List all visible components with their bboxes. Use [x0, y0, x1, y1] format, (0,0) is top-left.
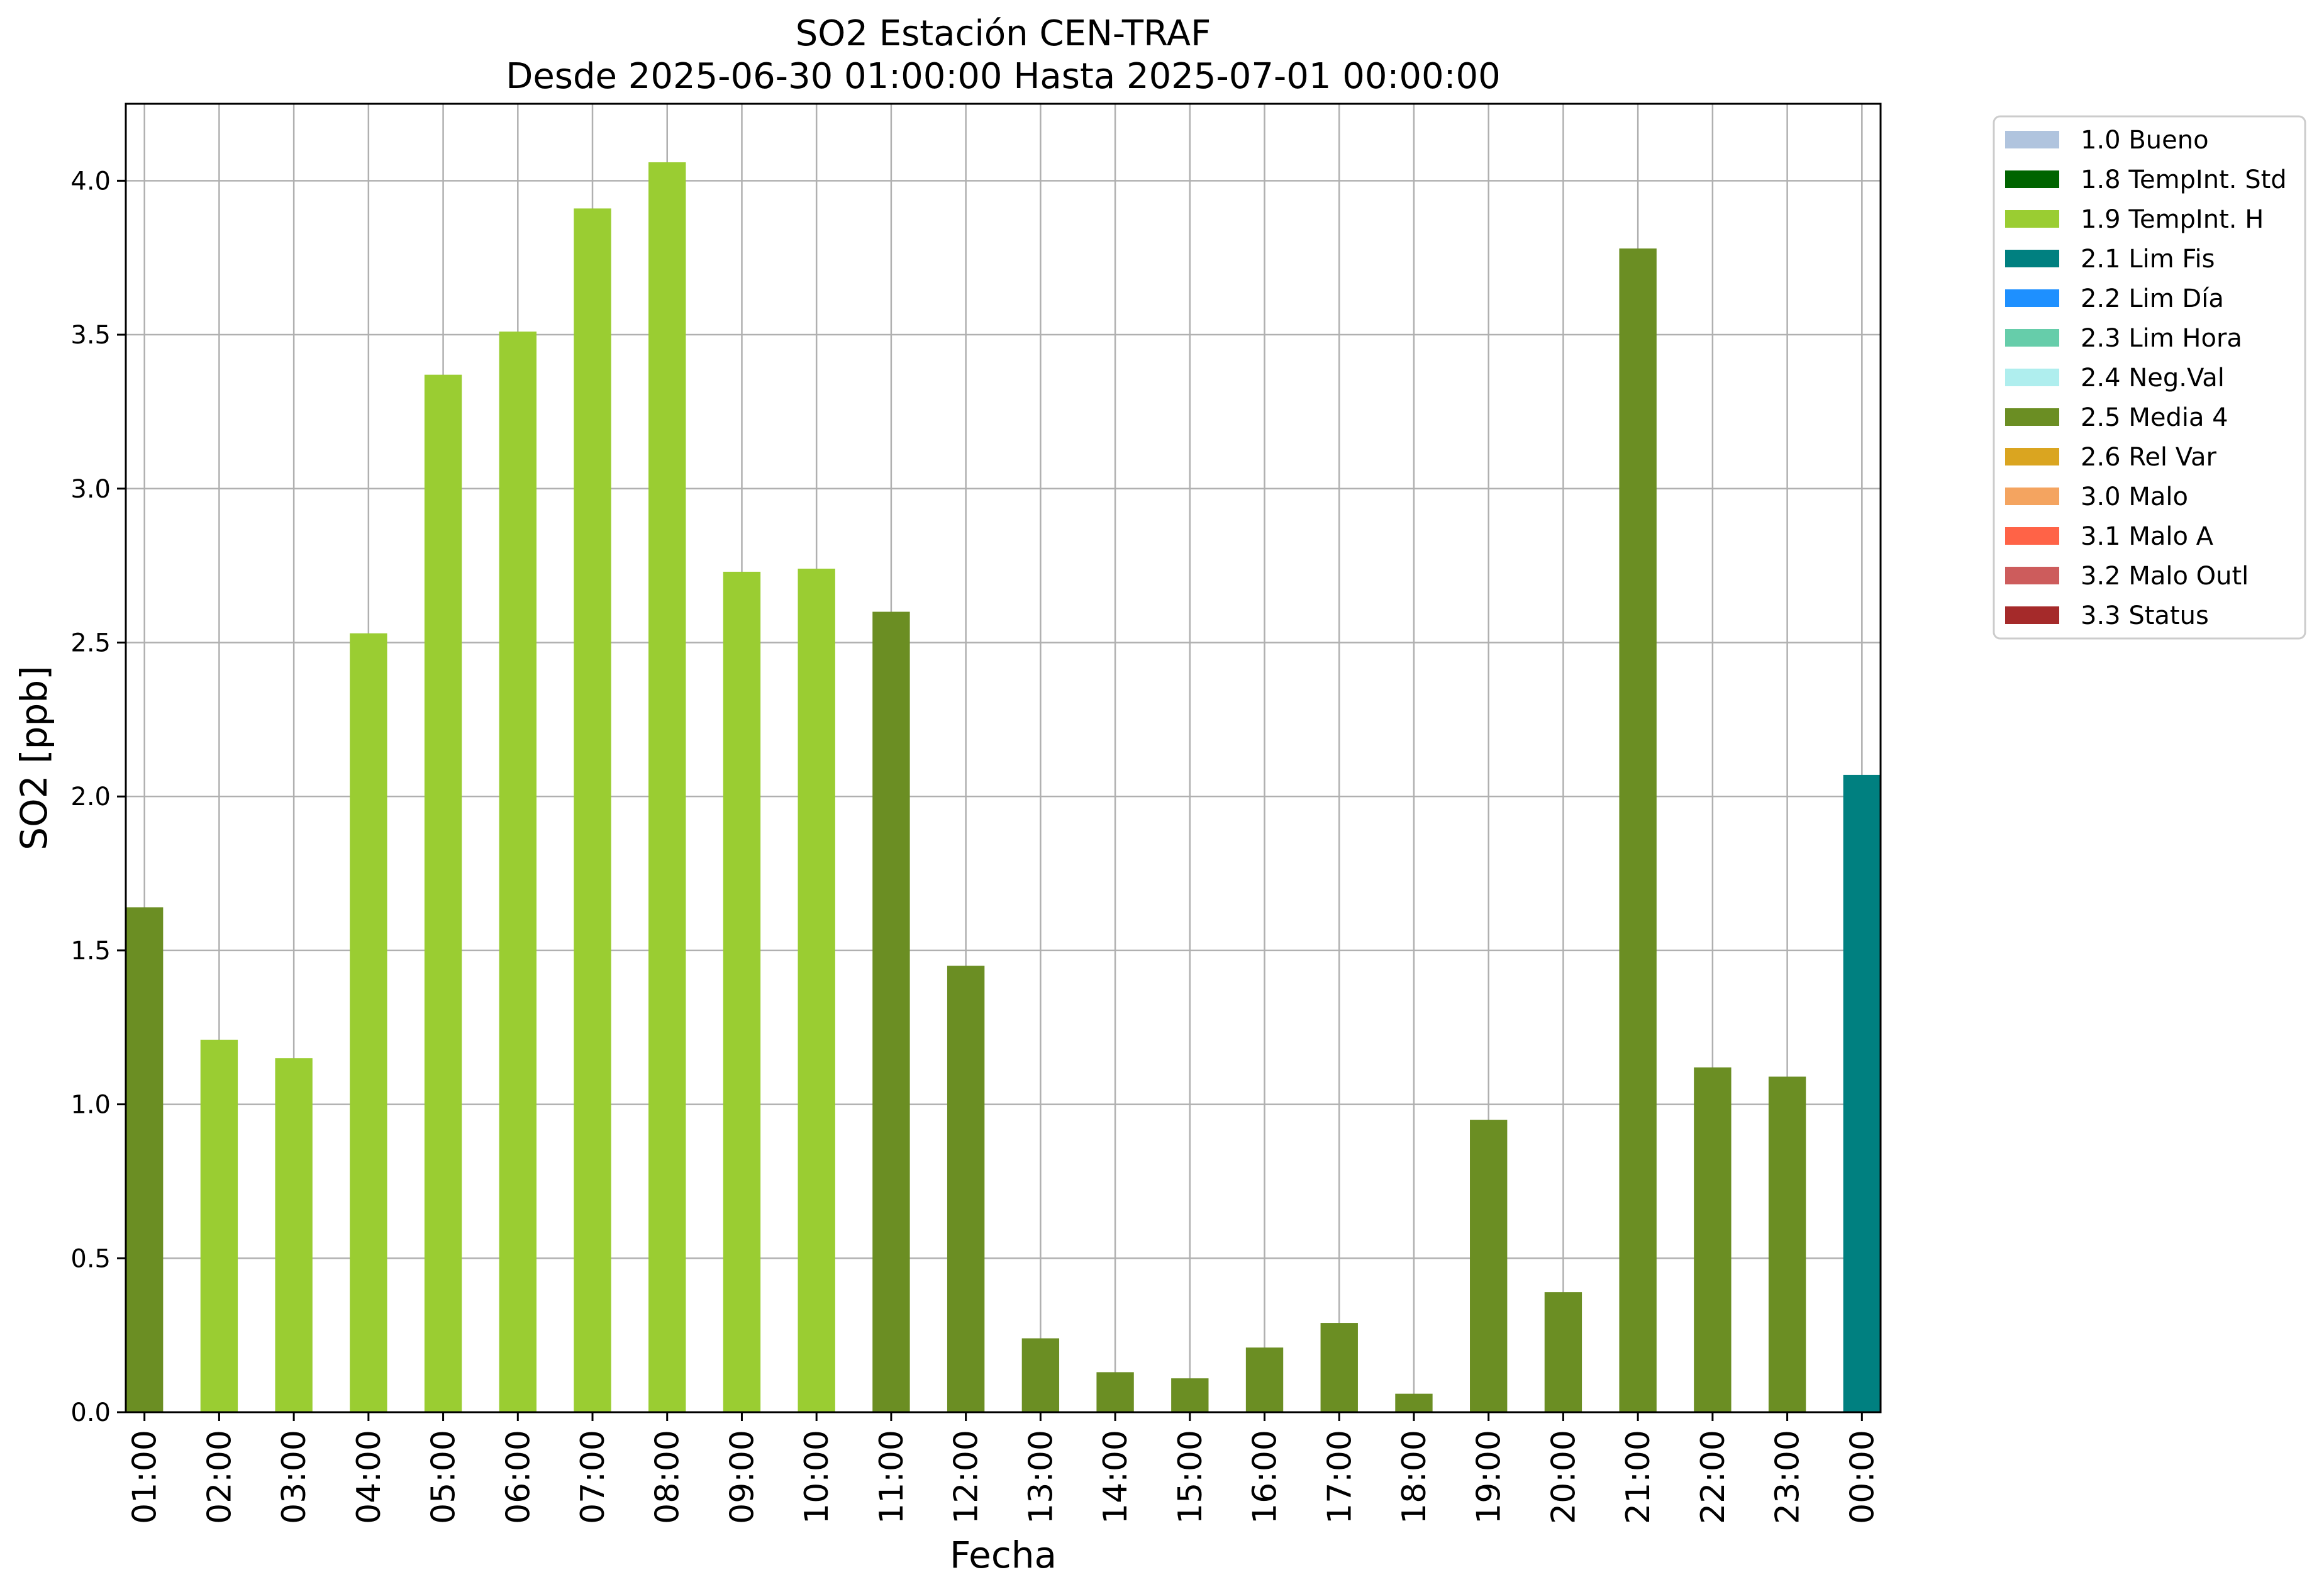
- legend-label: 3.0 Malo: [2081, 482, 2188, 511]
- y-tick-label: 4.0: [70, 167, 111, 196]
- bar-1700: [1320, 1323, 1358, 1412]
- legend-swatch-2-5: [2005, 408, 2059, 426]
- x-tick-label: 20:00: [1545, 1430, 1582, 1524]
- bar-0800: [648, 162, 686, 1412]
- bar-0500: [424, 374, 462, 1412]
- bar-2100: [1619, 248, 1657, 1412]
- x-tick-label: 01:00: [126, 1430, 164, 1524]
- bar-0600: [499, 332, 537, 1412]
- x-tick-label: 18:00: [1396, 1430, 1433, 1524]
- bar-0200: [200, 1039, 238, 1412]
- bar-2300: [1768, 1076, 1806, 1412]
- y-axis-ticks: 0.0 0.5 1.0 1.5 2.0 2.5 3.0 3.5 4.0: [70, 167, 126, 1427]
- bar-1900: [1470, 1120, 1508, 1412]
- y-axis-label: SO2 [ppb]: [13, 666, 55, 850]
- legend-label: 2.4 Neg.Val: [2081, 364, 2225, 393]
- y-tick-label: 0.5: [70, 1244, 111, 1273]
- legend-swatch-3-1: [2005, 527, 2059, 545]
- chart-title: SO2 Estación CEN-TRAF: [796, 13, 1211, 54]
- bar-1100: [872, 611, 910, 1412]
- legend-swatch-2-2: [2005, 289, 2059, 307]
- x-tick-label: 17:00: [1321, 1430, 1359, 1524]
- bar-1200: [947, 966, 985, 1412]
- legend-label: 2.1 Lim Fis: [2081, 245, 2215, 274]
- x-tick-label: 14:00: [1097, 1430, 1135, 1524]
- x-axis-label: Fecha: [950, 1534, 1057, 1576]
- legend-label: 3.3 Status: [2081, 601, 2209, 630]
- x-tick-label: 10:00: [798, 1430, 836, 1524]
- chart-subtitle: Desde 2025-06-30 01:00:00 Hasta 2025-07-…: [506, 56, 1501, 97]
- bar-1400: [1096, 1372, 1134, 1412]
- legend-swatch-2-3: [2005, 329, 2059, 347]
- bar-1300: [1021, 1338, 1060, 1412]
- legend-swatch-1-9: [2005, 210, 2059, 228]
- legend-label: 2.3 Lim Hora: [2081, 324, 2242, 353]
- legend-swatch-1-8: [2005, 170, 2059, 188]
- x-tick-label: 12:00: [948, 1430, 986, 1524]
- legend-label: 1.9 TempInt. H: [2081, 205, 2264, 234]
- y-tick-label: 0.0: [70, 1398, 111, 1427]
- legend-label: 1.8 TempInt. Std: [2081, 165, 2287, 194]
- y-tick-label: 1.5: [70, 937, 111, 966]
- legend-box: [1993, 115, 2306, 640]
- bar-1800: [1395, 1393, 1433, 1412]
- x-tick-label: 21:00: [1620, 1430, 1657, 1524]
- x-tick-label: 22:00: [1694, 1430, 1732, 1524]
- x-tick-label: 07:00: [574, 1430, 612, 1524]
- bar-1500: [1171, 1378, 1209, 1412]
- x-tick-label: 13:00: [1022, 1430, 1060, 1524]
- bar-2200: [1694, 1067, 1732, 1412]
- bar-1600: [1245, 1347, 1284, 1412]
- bar-1000: [798, 569, 835, 1413]
- y-tick-label: 1.0: [70, 1091, 111, 1120]
- x-tick-label: 16:00: [1247, 1430, 1284, 1524]
- legend-swatch-2-4: [2005, 369, 2059, 386]
- bar-0400: [350, 633, 387, 1412]
- legend-swatch-3-3: [2005, 606, 2059, 624]
- legend-label: 3.1 Malo A: [2081, 522, 2214, 551]
- x-tick-label: 05:00: [425, 1430, 463, 1524]
- legend-swatch-1-0: [2005, 131, 2059, 148]
- legend-label: 2.2 Lim Día: [2081, 284, 2224, 313]
- x-tick-label: 08:00: [649, 1430, 687, 1524]
- x-tick-label: 23:00: [1769, 1430, 1807, 1524]
- legend-swatch-3-0: [2005, 488, 2059, 505]
- x-tick-label: 11:00: [873, 1430, 911, 1524]
- legend-swatch-3-2: [2005, 567, 2059, 584]
- legend-label: 3.2 Malo Outl: [2081, 562, 2249, 591]
- y-tick-label: 2.5: [70, 628, 111, 657]
- legend-swatch-2-1: [2005, 250, 2059, 267]
- bars-group: [126, 162, 1881, 1413]
- legend-label: 2.5 Media 4: [2081, 403, 2228, 432]
- legend: 1.0 Bueno 1.8 TempInt. Std 1.9 TempInt. H 2…: [1993, 115, 2306, 640]
- x-tick-label: 04:00: [350, 1430, 388, 1524]
- x-tick-label: 09:00: [723, 1430, 761, 1524]
- y-tick-label: 2.0: [70, 783, 111, 811]
- legend-swatch-2-6: [2005, 448, 2059, 465]
- plot-frame: [125, 103, 1882, 1413]
- x-axis-ticks: 01:00 02:00 03:00 04:00 05:00 06:00 07:00 08:00…: [126, 1412, 1881, 1524]
- x-tick-label: 03:00: [275, 1430, 313, 1524]
- x-tick-label: 06:00: [499, 1430, 537, 1524]
- x-tick-label: 00:00: [1843, 1430, 1881, 1524]
- grid-lines: [126, 104, 1881, 1413]
- bar-0900: [723, 571, 761, 1412]
- y-tick-label: 3.5: [70, 321, 111, 350]
- legend-label: 1.0 Bueno: [2081, 126, 2209, 155]
- bar-0000: [1843, 774, 1881, 1412]
- bar-2000: [1544, 1292, 1582, 1412]
- legend-label: 2.6 Rel Var: [2081, 443, 2217, 472]
- bar-0100: [126, 907, 164, 1412]
- x-tick-label: 19:00: [1471, 1430, 1508, 1524]
- bar-0300: [275, 1058, 313, 1412]
- x-tick-label: 02:00: [201, 1430, 238, 1524]
- bar-0700: [574, 208, 611, 1412]
- y-tick-label: 3.0: [70, 475, 111, 504]
- x-tick-label: 15:00: [1172, 1430, 1209, 1524]
